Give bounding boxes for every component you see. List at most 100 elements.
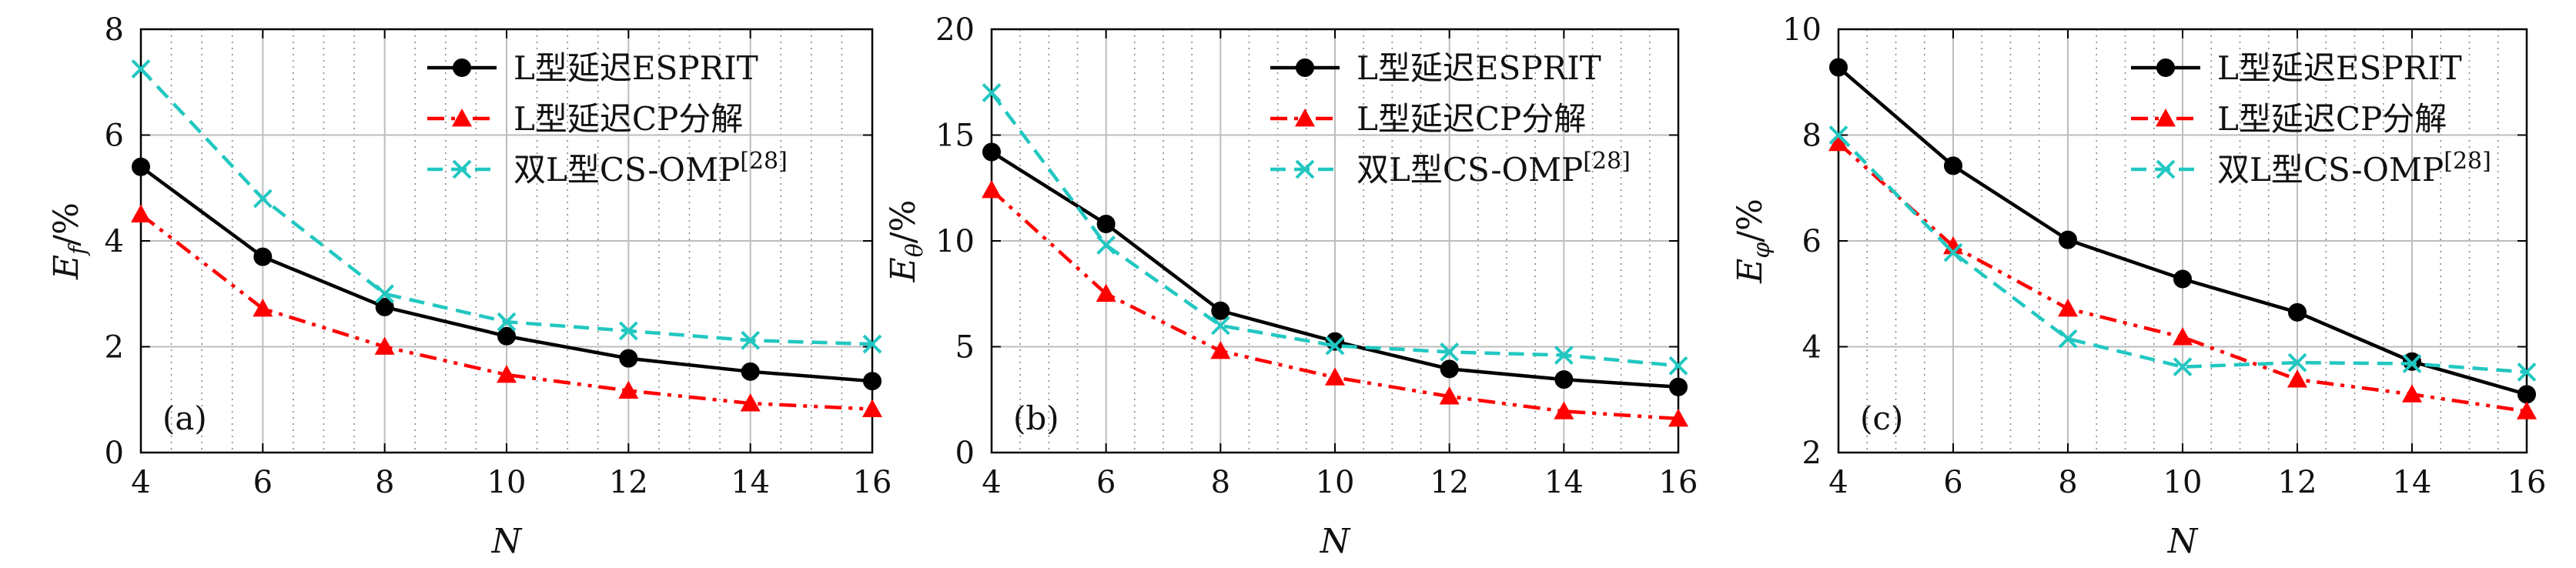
data-point-cp — [1828, 132, 1848, 152]
data-point-omp — [2287, 352, 2307, 373]
data-point-cp — [862, 399, 882, 418]
data-point-esprit — [1554, 370, 1574, 389]
data-point-cp — [2173, 327, 2193, 346]
data-point-omp — [1828, 125, 1848, 145]
data-point-omp — [1554, 346, 1574, 365]
x-tick-label: 8 — [2058, 465, 2077, 500]
x-axis-title: N — [2167, 522, 2199, 561]
x-tick-label: 10 — [2163, 465, 2203, 500]
data-point-cp — [253, 299, 273, 317]
data-point-esprit — [1440, 359, 1459, 379]
data-point-omp — [253, 189, 273, 209]
data-point-omp — [1096, 236, 1116, 255]
data-point-cp — [131, 204, 151, 223]
x-tick-label: 10 — [1316, 465, 1355, 500]
data-point-omp — [1440, 342, 1460, 362]
legend-marker-cp — [1295, 109, 1315, 127]
data-point-esprit — [132, 157, 150, 176]
data-point-cp — [740, 393, 761, 412]
x-tick-label: 14 — [731, 465, 770, 500]
data-point-cp — [497, 364, 517, 383]
data-point-cp — [1325, 367, 1345, 386]
data-point-omp — [1210, 316, 1230, 336]
data-point-omp — [741, 330, 761, 350]
data-point-cp — [1096, 283, 1116, 302]
x-tick-label: 4 — [1828, 465, 1848, 500]
legend-label-esprit: L型延迟ESPRIT — [2217, 49, 2462, 87]
x-tick-label: 6 — [1943, 465, 1962, 500]
chart-panel-1: 4 6 8 10 12 14 16 0 2 4 6 8 N Ef/% (a) L型延迟ESPRIT L型延迟CP… — [47, 12, 892, 561]
legend-label-omp: 双L型CS-OMP[28] — [1357, 148, 1631, 189]
data-point-omp — [1325, 336, 1345, 356]
data-point-esprit — [253, 247, 273, 266]
legend-marker-esprit — [453, 58, 471, 77]
data-point-cp — [2517, 401, 2537, 419]
y-axis-title: Eφ/% — [1731, 199, 1775, 284]
y-tick-label: 4 — [1802, 330, 1822, 366]
data-point-cp — [1668, 409, 1688, 427]
data-point-omp — [2058, 329, 2078, 349]
legend-marker-omp — [2156, 159, 2176, 179]
panel-label: (a) — [162, 399, 207, 437]
x-tick-label: 6 — [253, 465, 273, 500]
legend-label-cp: L型延迟CP分解 — [514, 100, 743, 138]
data-point-omp — [1668, 356, 1688, 376]
data-point-cp — [2287, 369, 2307, 388]
x-tick-label: 12 — [609, 465, 648, 500]
legend-label-esprit: L型延迟ESPRIT — [1357, 49, 1601, 87]
data-point-omp — [131, 59, 151, 79]
x-tick-label: 4 — [982, 465, 1001, 500]
data-point-cp — [1554, 401, 1574, 419]
data-point-esprit — [1211, 301, 1230, 320]
chart-panel-3: 4 6 8 10 12 14 16246810NEφ/%(c)L型延迟ESPRITL型延迟C… — [1731, 12, 2546, 561]
data-point-esprit — [1669, 377, 1688, 396]
data-point-omp — [2402, 354, 2422, 373]
data-point-omp — [375, 284, 395, 304]
data-point-esprit — [1096, 215, 1116, 233]
legend-label-cp: L型延迟CP分解 — [1357, 100, 1586, 138]
legend-marker-esprit — [2156, 58, 2175, 77]
y-tick-label: 20 — [935, 12, 975, 48]
legend-label-esprit: L型延迟ESPRIT — [514, 49, 758, 87]
x-tick-label: 12 — [1430, 465, 1469, 500]
data-point-omp — [2173, 357, 2193, 377]
y-tick-label: 8 — [105, 12, 124, 48]
legend-marker-cp — [2156, 109, 2176, 127]
data-point-esprit — [1829, 58, 1848, 77]
data-point-cp — [374, 336, 395, 355]
x-tick-label: 12 — [2278, 465, 2317, 500]
y-tick-label: 8 — [1802, 119, 1822, 154]
data-point-esprit — [375, 297, 394, 316]
chart-panel-2: 4 6 8 10 12 14 16 0 5 10 15 20 N Eθ/% (b) L型延迟ESPRIT L型延… — [884, 12, 1698, 561]
x-tick-label: 6 — [1096, 465, 1116, 500]
x-tick-label: 16 — [2507, 465, 2547, 500]
data-point-cp — [2402, 384, 2422, 403]
y-tick-label: 2 — [105, 330, 124, 366]
panel-label: (c) — [1860, 399, 1903, 437]
x-tick-label: 16 — [853, 465, 892, 500]
y-tick-label: 15 — [935, 119, 975, 154]
data-point-esprit — [619, 349, 638, 368]
data-point-esprit — [2173, 269, 2192, 289]
x-tick-label: 4 — [131, 465, 150, 500]
data-point-esprit — [982, 142, 1001, 162]
data-point-omp — [1943, 242, 1963, 262]
x-tick-label: 14 — [1544, 465, 1584, 500]
data-point-esprit — [497, 326, 516, 346]
x-tick-label: 8 — [375, 465, 394, 500]
x-tick-label: 8 — [1211, 465, 1230, 500]
data-point-cp — [1439, 386, 1460, 405]
y-axis-title: Ef/% — [47, 202, 92, 280]
x-axis-title: N — [1320, 522, 1351, 561]
data-point-omp — [618, 321, 638, 341]
y-tick-label: 4 — [105, 224, 124, 259]
y-tick-label: 0 — [105, 436, 124, 471]
data-point-omp — [862, 334, 882, 354]
data-point-esprit — [2517, 385, 2536, 404]
x-tick-label: 10 — [487, 465, 527, 500]
data-point-cp — [982, 180, 1002, 199]
y-tick-label: 10 — [1782, 12, 1822, 48]
x-tick-label: 16 — [1659, 465, 1698, 500]
panel-label: (b) — [1013, 399, 1059, 437]
data-point-cp — [2058, 299, 2078, 317]
